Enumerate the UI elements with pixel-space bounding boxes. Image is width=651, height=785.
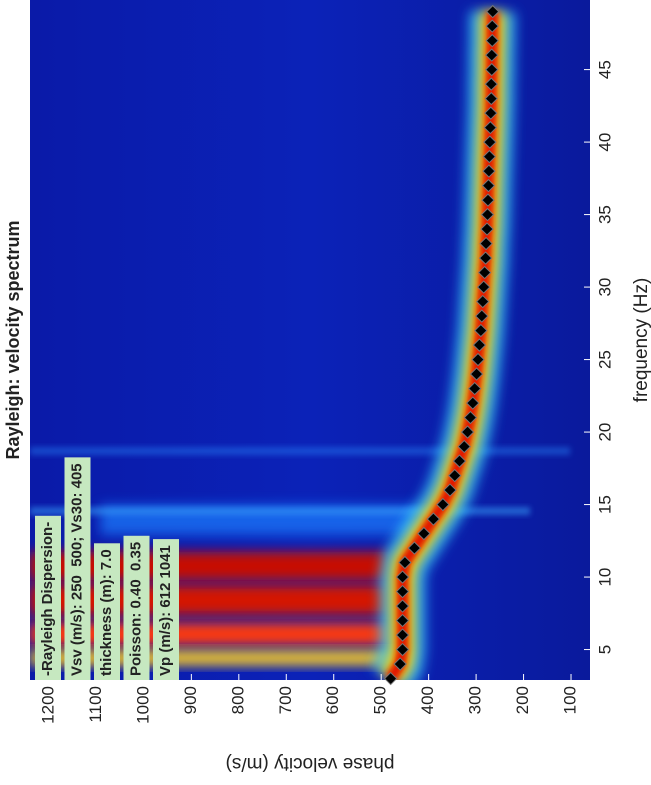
annotation-text: -Rayleigh Dispersion-: [39, 522, 56, 676]
dispersion-point: [475, 309, 489, 323]
x-tick-label: 10: [595, 568, 614, 587]
dispersion-point: [481, 193, 495, 207]
annotation-text: Vp (m/s): 612 1041: [157, 545, 174, 676]
y-tick-label: 1100: [86, 686, 105, 723]
dispersion-point: [398, 555, 412, 570]
dispersion-point: [484, 91, 498, 106]
dispersion-point: [467, 381, 482, 396]
dispersion-point: [483, 120, 498, 135]
dispersion-point: [395, 584, 410, 599]
dispersion-point: [383, 671, 398, 686]
dispersion-point: [474, 323, 488, 338]
spectrum-blob: [30, 507, 530, 515]
x-tick-label: 20: [595, 423, 614, 442]
annotation: thickness (m): 7.0: [94, 543, 120, 680]
x-axis-label: frequency (Hz): [631, 278, 651, 403]
dispersion-point: [426, 512, 441, 526]
y-tick-label: 1000: [133, 686, 152, 724]
annotation: Vp (m/s): 612 1041: [153, 539, 179, 680]
dispersion-point: [417, 526, 431, 541]
y-tick-label: 1200: [38, 686, 57, 724]
dispersion-point: [483, 135, 497, 149]
y-tick-label: 200: [513, 686, 532, 714]
dispersion-point: [395, 613, 410, 628]
dispersion-point: [482, 164, 496, 178]
dispersion-point: [476, 294, 490, 309]
dispersion-point: [480, 207, 495, 222]
dispersion-point: [482, 149, 497, 164]
y-tick-label: 800: [228, 686, 247, 714]
annotation-text: Poisson: 0.40 0.35: [127, 542, 144, 676]
dispersion-point: [436, 497, 450, 512]
x-tick-label: 40: [595, 133, 614, 152]
y-tick-label: 600: [323, 686, 342, 714]
dispersion-point: [477, 265, 492, 280]
y-tick-label: 300: [466, 686, 485, 714]
annotation-box: [35, 515, 61, 680]
dispersion-point: [395, 628, 410, 642]
dispersion-point: [476, 280, 491, 294]
dispersion-point: [485, 33, 499, 48]
dispersion-point: [452, 454, 467, 468]
annotation: -Rayleigh Dispersion-: [35, 515, 61, 680]
y-tick-label: 400: [418, 686, 437, 714]
dispersion-point: [395, 570, 410, 584]
x-tick-label: 45: [595, 60, 614, 79]
dispersion-point: [472, 338, 487, 352]
dispersion-point: [395, 599, 410, 613]
y-tick-label: 100: [561, 686, 580, 714]
annotation: Poisson: 0.40 0.35: [123, 535, 150, 680]
x-tick-label: 25: [595, 350, 614, 369]
x-tick-label: 35: [595, 205, 614, 224]
y-tick-label: 500: [371, 686, 390, 714]
y-axis-label: phase velocity (m/s): [226, 753, 395, 774]
dispersion-point: [469, 367, 484, 381]
annotation-text: thickness (m): 7.0: [98, 549, 115, 676]
x-tick-label: 5: [595, 645, 614, 654]
dispersion-point: [485, 62, 499, 77]
dispersion-point: [395, 642, 410, 657]
annotation-text: Vsv (m/s): 250 500; Vs30: 405: [68, 463, 85, 676]
dispersion-point: [485, 48, 499, 62]
annotation-box: [94, 543, 120, 680]
dispersion-point: [484, 106, 498, 120]
dispersion-point: [443, 483, 457, 497]
y-tick-label: 900: [181, 686, 200, 714]
annotation-box: [123, 535, 150, 680]
dispersion-point: [481, 178, 496, 193]
dispersion-point: [486, 4, 500, 19]
dispersion-point: [471, 352, 485, 367]
y-tick-label: 700: [276, 686, 295, 714]
annotation-box: [64, 457, 91, 680]
dispersion-point: [485, 19, 499, 33]
annotation: Vsv (m/s): 250 500; Vs30: 405: [64, 457, 91, 680]
x-tick-label: 30: [595, 278, 614, 297]
dispersion-point: [484, 77, 498, 91]
dispersion-point: [478, 251, 493, 265]
x-tick-label: 15: [595, 495, 614, 514]
dispersion-point: [463, 410, 478, 425]
dispersion-point: [466, 396, 480, 410]
dispersion-point: [448, 468, 462, 483]
dispersion-point: [480, 222, 494, 236]
rotated-chart: Rayleigh: velocity spectrum frequency (H…: [3, 0, 651, 774]
spectrum-blob: [30, 447, 570, 455]
dispersion-point: [457, 439, 471, 454]
annotation-box: [153, 539, 179, 680]
chart-title: Rayleigh: velocity spectrum: [3, 220, 23, 459]
dispersion-point: [460, 425, 475, 439]
dispersion-point: [479, 236, 493, 251]
dispersion-point: [393, 657, 407, 671]
dispersion-point: [407, 541, 422, 555]
